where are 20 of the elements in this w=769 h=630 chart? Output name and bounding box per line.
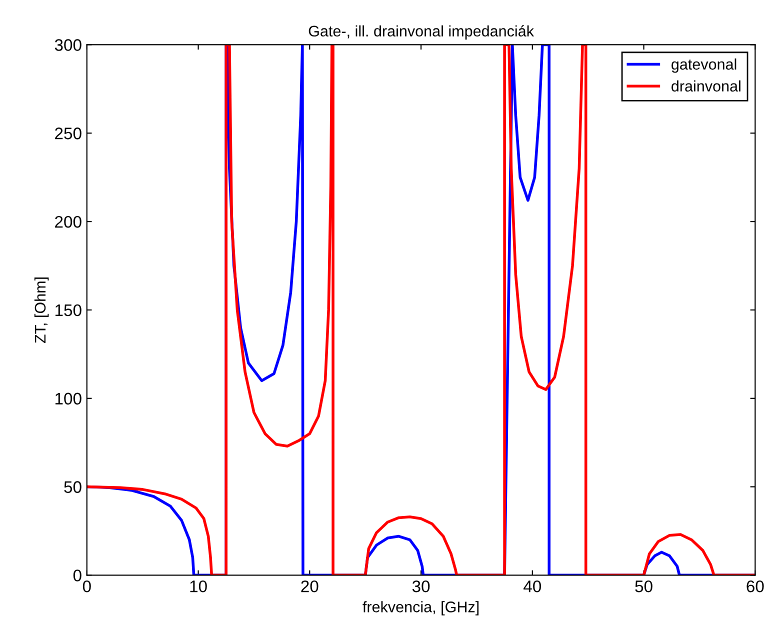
x-tick-label: 20 [301,580,318,592]
y-tick-label: 200 [55,216,82,228]
x-axis-title: frekvencia, [GHz] [362,601,479,616]
y-tick-label: 300 [54,39,82,51]
y-axis-title: ZT, [Ohm] [34,278,49,343]
y-tick-label: 0 [73,570,82,582]
y-tick-label: 50 [64,481,82,493]
x-tick-label: 40 [524,580,542,592]
legend-label: gatevonal [672,58,736,73]
x-tick-label: 30 [412,580,430,592]
x-tick-label: 10 [190,580,207,592]
y-tick-label: 250 [55,128,82,140]
chart-title: Gate-, ill. drainvonal impedanciák [308,25,534,40]
line-series [86,44,756,576]
x-tick-label: 0 [82,580,91,592]
legend-label: drainvonal [672,80,740,92]
y-tick-label: 150 [56,304,82,316]
x-tick-label: 50 [635,580,652,592]
y-tick-label: 100 [56,392,82,405]
x-tick-label: 60 [746,580,764,592]
